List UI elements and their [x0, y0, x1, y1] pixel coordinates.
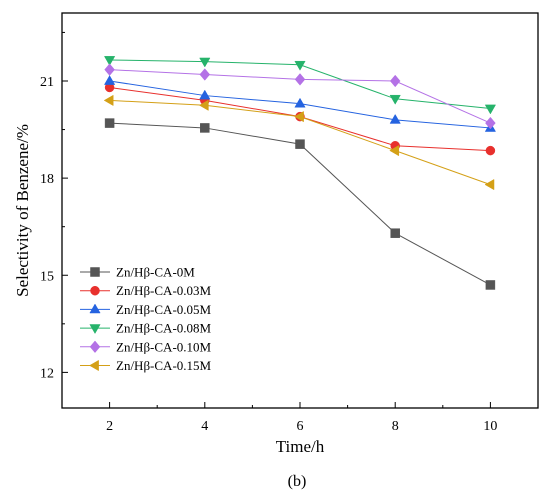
- data-point: [104, 63, 115, 76]
- data-point: [389, 94, 401, 105]
- y-tick-label: 12: [40, 366, 54, 381]
- data-point: [485, 280, 496, 290]
- y-axis-title: Selectivity of Benzene/%: [13, 124, 32, 297]
- series-3: [103, 56, 497, 115]
- plot-area: 2 4 6 8 10 12 15 18 21: [40, 12, 539, 434]
- y-tick-label: 18: [40, 172, 54, 187]
- legend-label: Zn/Hβ-CA-0.15M: [116, 358, 212, 373]
- data-point: [294, 73, 306, 86]
- legend-item: Zn/Hβ-CA-0M: [80, 265, 195, 280]
- legend-label: Zn/Hβ-CA-0.08M: [116, 321, 212, 336]
- series-0: [104, 118, 496, 290]
- data-point: [389, 144, 400, 157]
- data-point: [484, 104, 497, 115]
- data-point: [389, 113, 401, 124]
- figure-caption: (b): [288, 473, 307, 490]
- legend-marker: [89, 324, 101, 335]
- data-point: [199, 68, 211, 81]
- data-point: [484, 178, 495, 191]
- x-tick-label: 2: [106, 419, 113, 434]
- x-tick-label: 10: [483, 419, 497, 434]
- legend-item: Zn/Hβ-CA-0.15M: [80, 358, 212, 373]
- data-point: [485, 116, 496, 130]
- legend-item: Zn/Hβ-CA-0.08M: [80, 321, 212, 336]
- data-point: [389, 74, 401, 88]
- y-tick-label: 15: [40, 269, 54, 284]
- data-point: [199, 89, 211, 100]
- data-point: [104, 118, 115, 128]
- data-point: [295, 139, 305, 149]
- data-point: [199, 57, 211, 68]
- legend-marker: [90, 285, 100, 296]
- legend: Zn/Hβ-CA-0M Zn/Hβ-CA-0.03M Zn/Hβ-CA-0.05M Z…: [80, 265, 212, 373]
- data-point: [294, 110, 304, 123]
- y-tick-label: 21: [40, 75, 54, 90]
- legend-item: Zn/Hβ-CA-0.10M: [80, 339, 212, 354]
- series-4: [104, 63, 496, 130]
- legend-marker: [89, 359, 99, 372]
- x-tick-label: 4: [201, 419, 208, 434]
- data-point: [103, 75, 116, 85]
- legend-label: Zn/Hβ-CA-0.03M: [116, 283, 212, 298]
- legend-marker: [90, 267, 100, 277]
- legend-label: Zn/Hβ-CA-0M: [116, 265, 195, 280]
- x-tick-label: 6: [297, 419, 304, 434]
- series-2: [103, 75, 497, 132]
- series-5: [103, 94, 495, 191]
- data-point: [103, 56, 116, 66]
- legend-item: Zn/Hβ-CA-0.05M: [80, 302, 212, 317]
- data-point: [200, 123, 210, 133]
- data-point: [198, 99, 209, 111]
- data-point: [390, 228, 400, 238]
- series-layer: [103, 56, 497, 290]
- x-tick-label: 8: [392, 419, 399, 434]
- legend-marker: [89, 303, 101, 314]
- data-point: [485, 145, 496, 156]
- legend-item: Zn/Hβ-CA-0.03M: [80, 283, 212, 298]
- data-point: [103, 94, 114, 107]
- data-point: [294, 97, 306, 108]
- legend-marker: [89, 340, 101, 354]
- x-axis-title: Time/h: [276, 437, 325, 456]
- legend-label: Zn/Hβ-CA-0.10M: [116, 339, 212, 354]
- legend-label: Zn/Hβ-CA-0.05M: [116, 302, 212, 317]
- data-point: [294, 60, 306, 71]
